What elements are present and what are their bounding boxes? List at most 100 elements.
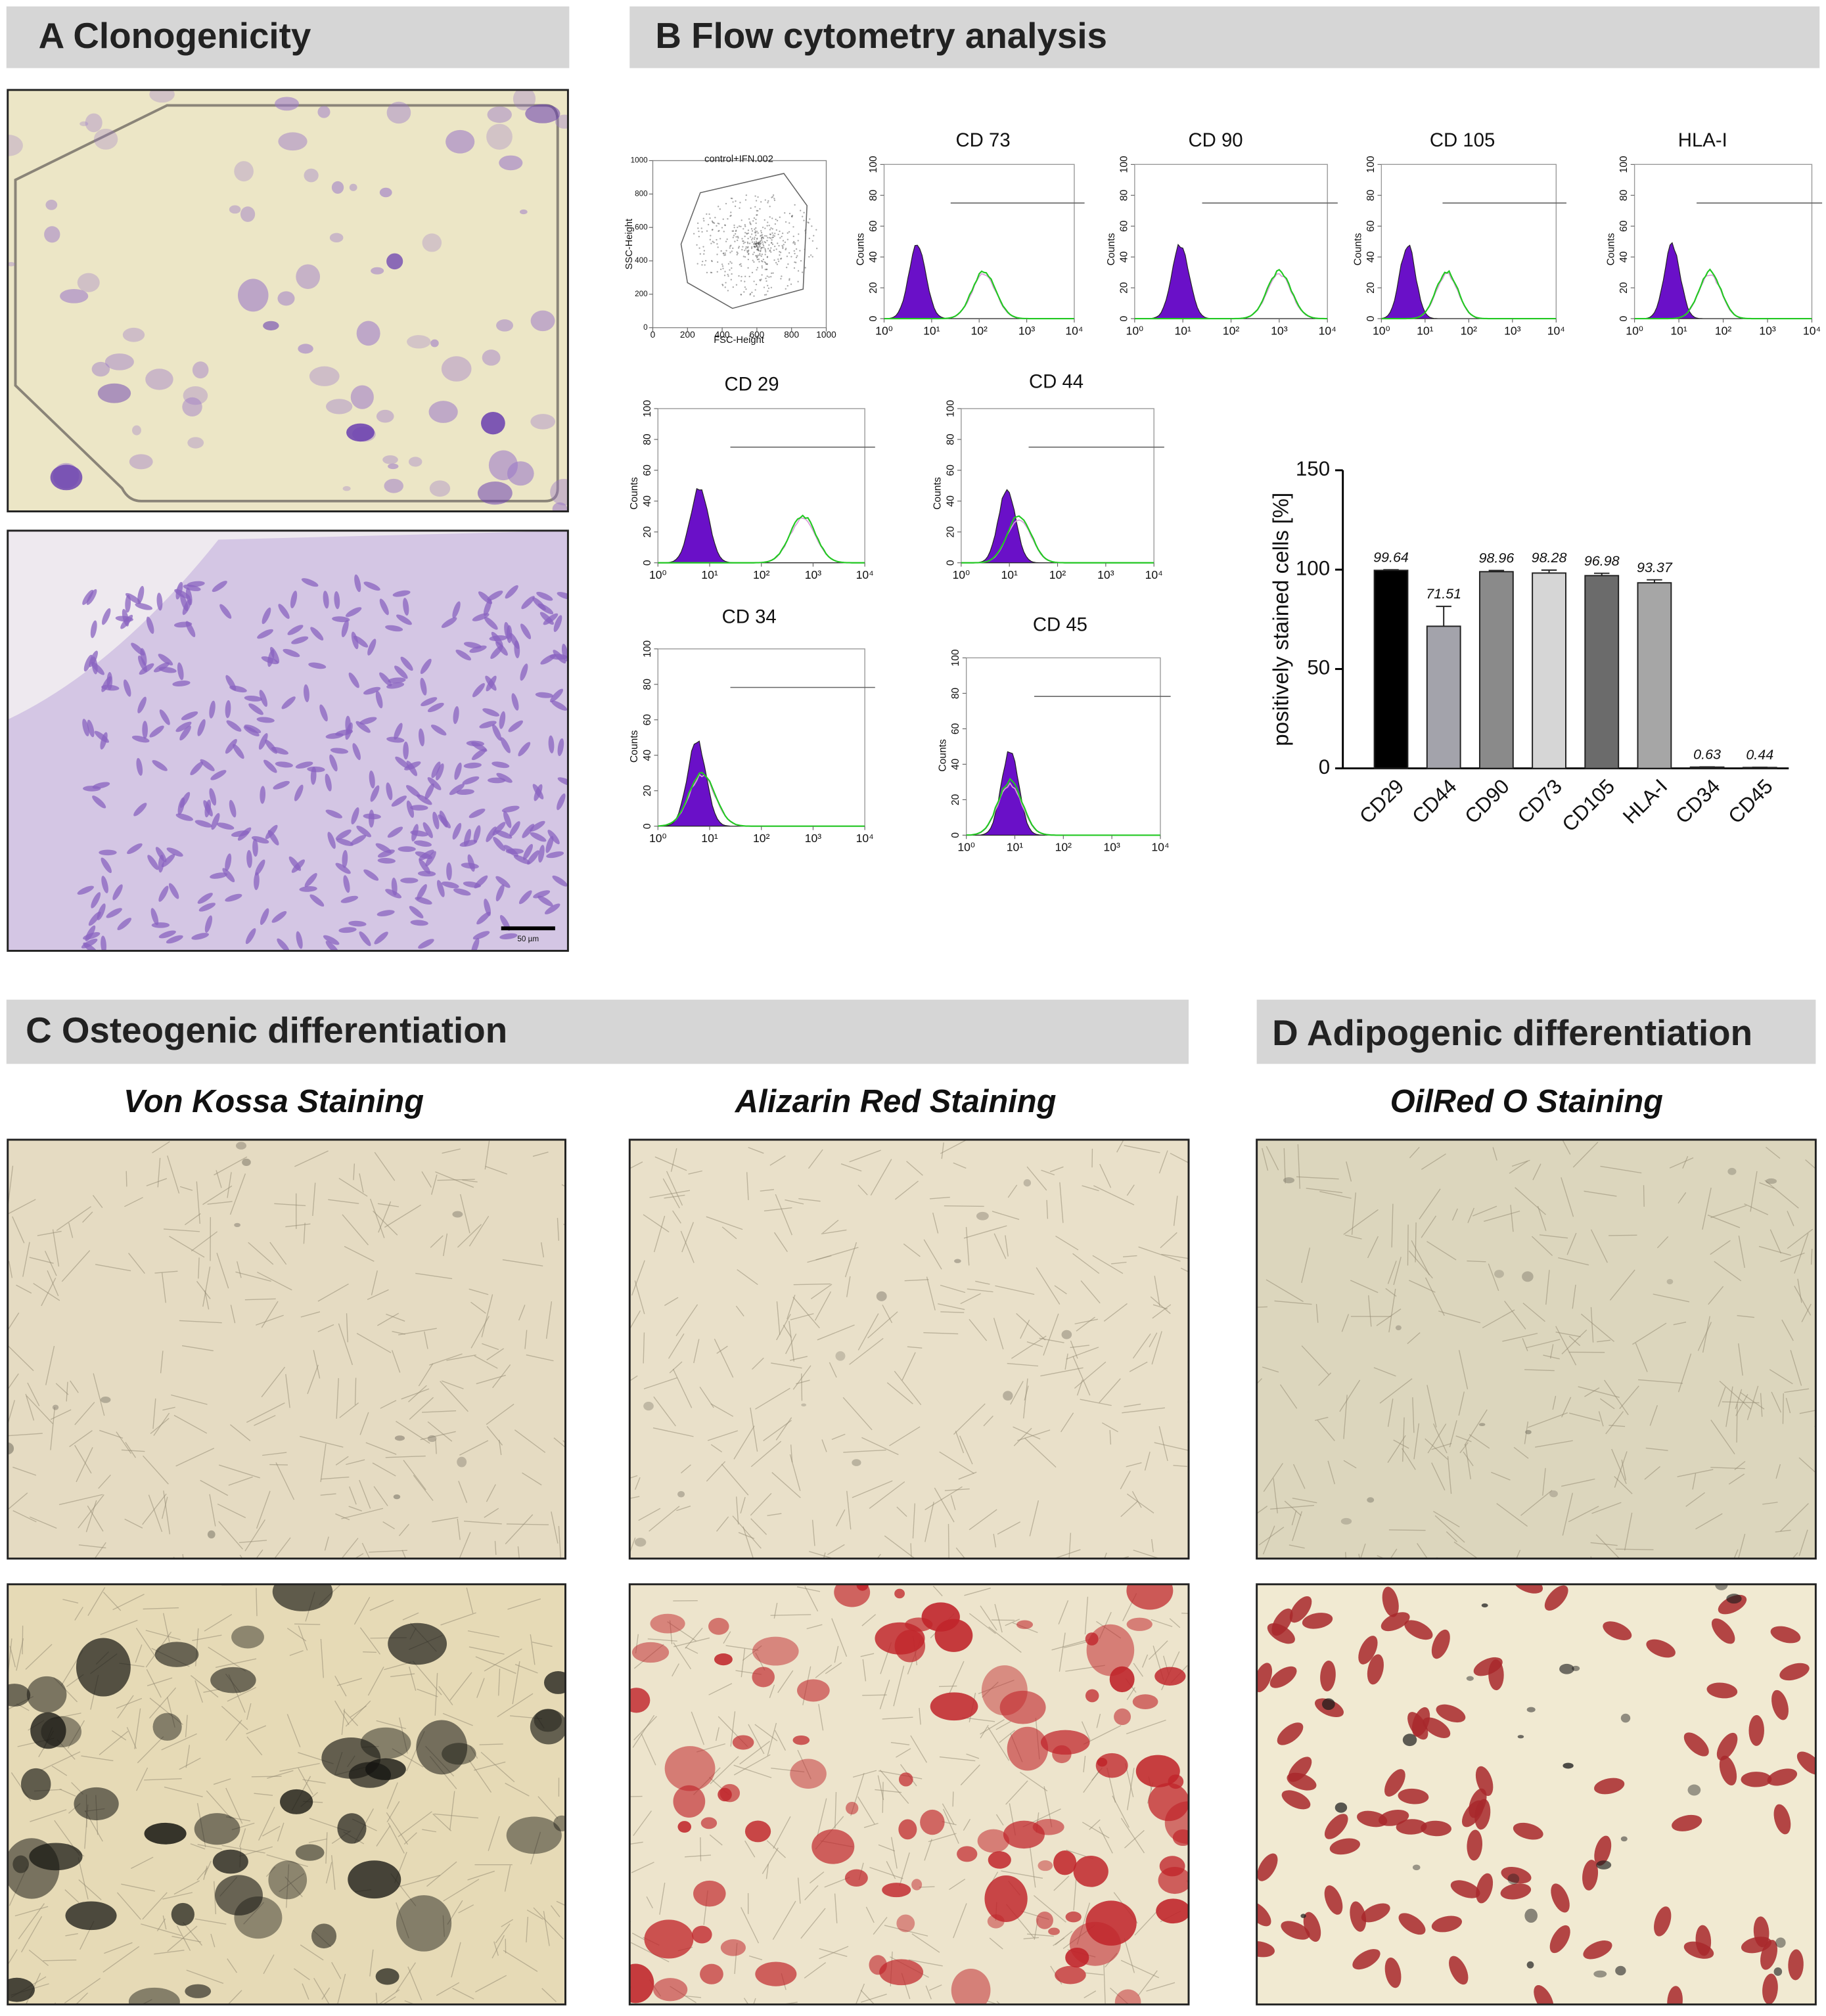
fiber bbox=[766, 1840, 787, 1858]
fiber bbox=[215, 1658, 257, 1669]
spot bbox=[272, 1584, 333, 1611]
fiber bbox=[76, 1447, 93, 1483]
cell bbox=[173, 621, 193, 628]
fiber bbox=[691, 1711, 705, 1745]
fiber bbox=[980, 1719, 1005, 1735]
event-dot bbox=[737, 247, 740, 249]
fiber bbox=[925, 1985, 932, 2000]
cell bbox=[245, 928, 256, 945]
fiber bbox=[1590, 1542, 1618, 1546]
event-dot bbox=[753, 217, 756, 219]
fiber bbox=[235, 1271, 271, 1282]
fiber bbox=[51, 1765, 68, 1776]
header-bar bbox=[6, 6, 570, 68]
y-tick-label: 1000 bbox=[631, 156, 649, 165]
cell bbox=[251, 836, 269, 844]
spot bbox=[407, 335, 431, 349]
fiber bbox=[171, 1936, 202, 1943]
fiber bbox=[1180, 1267, 1189, 1272]
event-dot bbox=[755, 222, 757, 224]
fiber bbox=[225, 1787, 243, 1824]
fiber bbox=[468, 1760, 492, 1793]
fiber bbox=[1036, 1267, 1061, 1305]
lipid-cell bbox=[1423, 1717, 1451, 1738]
fiber bbox=[422, 1410, 457, 1413]
fiber bbox=[1387, 1435, 1406, 1463]
spot bbox=[1073, 1855, 1108, 1887]
fiber bbox=[1780, 1252, 1805, 1263]
event-dot bbox=[781, 232, 784, 235]
fiber bbox=[808, 1149, 823, 1169]
fiber bbox=[960, 1293, 981, 1305]
cell bbox=[508, 720, 524, 732]
spot bbox=[1726, 1594, 1742, 1604]
fiber bbox=[882, 1716, 913, 1720]
fiber bbox=[386, 1812, 409, 1845]
cell bbox=[254, 872, 260, 890]
fiber bbox=[1137, 1970, 1158, 1996]
fiber bbox=[1133, 1663, 1143, 1677]
fiber bbox=[65, 1933, 78, 1937]
fiber bbox=[505, 1782, 530, 1797]
event-dot bbox=[716, 243, 718, 245]
fiber bbox=[860, 1653, 875, 1657]
fiber bbox=[1733, 1549, 1739, 1559]
spot bbox=[104, 353, 134, 370]
spot bbox=[128, 1987, 180, 2005]
fiber bbox=[938, 1685, 957, 1688]
fiber bbox=[1584, 1190, 1617, 1197]
cell bbox=[262, 607, 271, 625]
spot bbox=[422, 233, 442, 252]
event-dot bbox=[758, 242, 760, 244]
fiber bbox=[70, 1380, 79, 1393]
cell bbox=[406, 760, 418, 776]
spot bbox=[677, 1821, 691, 1833]
cell bbox=[456, 789, 474, 795]
spot bbox=[85, 113, 103, 133]
fiber bbox=[821, 1439, 827, 1452]
photo-bg bbox=[7, 1139, 566, 1559]
cell bbox=[166, 935, 183, 944]
spot bbox=[1132, 1694, 1158, 1710]
fiber bbox=[1520, 1490, 1553, 1516]
fiber bbox=[1343, 1209, 1379, 1235]
fiber bbox=[1750, 1171, 1758, 1212]
spot bbox=[242, 1158, 251, 1166]
fiber bbox=[254, 1793, 273, 1796]
fiber bbox=[1614, 1451, 1628, 1488]
fiber bbox=[863, 1822, 879, 1828]
fiber bbox=[810, 1871, 825, 1884]
fiber bbox=[167, 1155, 180, 1194]
event-dot bbox=[761, 267, 764, 269]
fiber bbox=[501, 1919, 514, 1927]
event-dot bbox=[759, 208, 761, 210]
fiber bbox=[1784, 1388, 1810, 1393]
cell bbox=[418, 939, 434, 949]
fiber bbox=[1339, 1379, 1361, 1412]
fiber bbox=[25, 1393, 35, 1421]
fiber bbox=[1319, 1190, 1352, 1199]
y-tick-label: 60 bbox=[642, 714, 653, 726]
fiber bbox=[1110, 1987, 1130, 2005]
fiber bbox=[647, 1638, 677, 1642]
y-axis-label: Counts bbox=[932, 477, 944, 510]
fiber bbox=[771, 1768, 805, 1773]
fiber bbox=[22, 1242, 30, 1277]
fiber bbox=[1161, 1253, 1189, 1259]
fiber bbox=[706, 1216, 743, 1230]
fiber bbox=[442, 1148, 461, 1154]
cell bbox=[243, 726, 260, 736]
fiber bbox=[699, 1386, 714, 1408]
event-dot bbox=[756, 238, 758, 240]
cell bbox=[374, 931, 388, 945]
fiber bbox=[831, 1433, 846, 1441]
fiber bbox=[672, 1210, 681, 1224]
fiber bbox=[629, 1310, 641, 1330]
lipid-cell bbox=[1469, 1788, 1487, 1818]
y-tick-label: 80 bbox=[1365, 189, 1377, 201]
event-dot bbox=[751, 230, 754, 232]
spot bbox=[144, 1822, 187, 1845]
spot bbox=[388, 463, 399, 470]
spot bbox=[844, 1869, 868, 1887]
